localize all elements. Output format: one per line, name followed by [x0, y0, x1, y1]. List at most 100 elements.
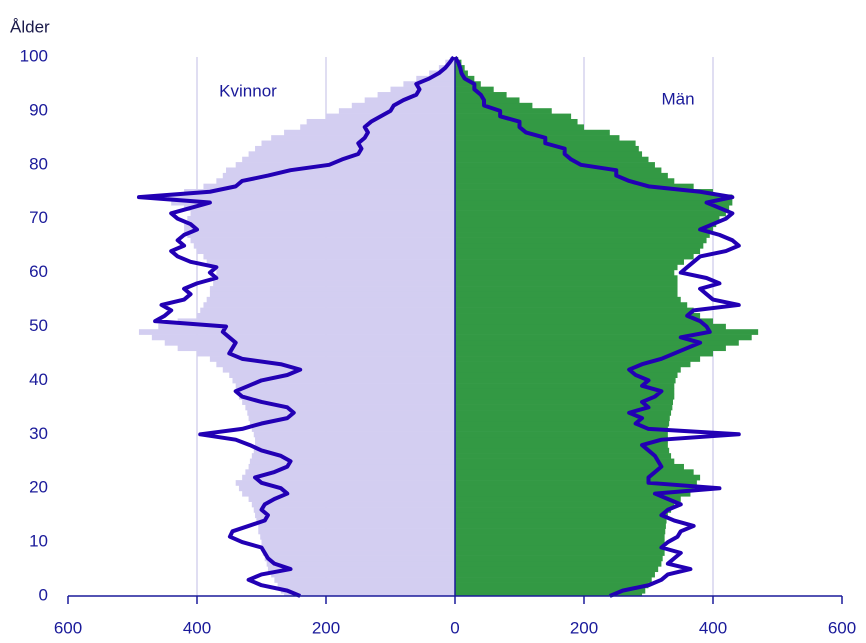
bar — [455, 410, 672, 416]
bar — [455, 329, 759, 335]
y-tick-label: 10 — [29, 532, 48, 551]
bar — [455, 178, 675, 184]
y-axis-label: Ålder — [10, 17, 50, 36]
bar — [455, 232, 710, 238]
bar — [390, 86, 455, 93]
bar — [455, 183, 694, 190]
bar — [455, 463, 684, 470]
bar — [253, 431, 455, 438]
bar — [229, 372, 455, 379]
bar — [455, 415, 670, 422]
bar — [216, 361, 455, 368]
bar — [203, 253, 455, 260]
bar — [235, 162, 455, 168]
bar — [255, 436, 455, 443]
bar — [455, 501, 675, 508]
bar — [206, 296, 455, 303]
bar — [251, 453, 455, 459]
bar — [251, 501, 455, 508]
bar — [197, 350, 455, 357]
bar — [248, 496, 455, 502]
bar — [206, 259, 455, 265]
bar — [351, 102, 455, 109]
bar — [455, 81, 481, 87]
bar — [455, 350, 713, 357]
y-tick-label: 70 — [29, 208, 48, 227]
bar — [455, 269, 675, 276]
x-tick-label: 400 — [183, 618, 211, 637]
bar — [455, 534, 665, 540]
bar — [455, 593, 643, 597]
bar — [249, 458, 455, 465]
y-tick-label: 100 — [20, 46, 48, 65]
bar — [209, 286, 455, 292]
bar — [258, 528, 455, 535]
bar — [455, 264, 678, 271]
bar — [455, 296, 681, 303]
bar — [260, 534, 455, 540]
bar — [184, 205, 455, 211]
bar — [455, 528, 666, 535]
bar — [255, 442, 455, 449]
bar — [455, 550, 665, 556]
bar — [255, 145, 455, 152]
bar — [455, 339, 739, 346]
bar — [258, 523, 455, 529]
y-tick-label: 60 — [29, 262, 48, 281]
bar — [455, 426, 668, 432]
bar — [235, 480, 455, 486]
bar — [455, 555, 663, 562]
bar — [455, 113, 572, 120]
bar — [455, 135, 620, 141]
bar — [284, 593, 455, 597]
x-tick-label: 0 — [450, 618, 459, 637]
bar — [151, 334, 455, 341]
bar — [280, 587, 455, 594]
bar — [455, 431, 668, 438]
bar — [455, 221, 717, 228]
bar — [455, 291, 678, 298]
bar — [164, 339, 455, 346]
bar — [187, 232, 455, 238]
bar — [455, 189, 713, 195]
bar — [455, 507, 672, 513]
bar — [364, 97, 455, 104]
bar — [242, 474, 455, 481]
bar — [455, 167, 662, 174]
bar — [242, 156, 455, 163]
bar — [455, 496, 681, 502]
line — [453, 55, 741, 598]
bar — [226, 167, 455, 174]
bar — [190, 210, 456, 217]
bar — [184, 226, 455, 233]
bar — [455, 172, 668, 179]
bar — [455, 447, 670, 454]
bar — [264, 555, 455, 562]
bar — [455, 162, 655, 168]
bar — [271, 571, 455, 578]
bar — [203, 302, 455, 308]
y-tick-label: 0 — [39, 585, 48, 604]
y-tick-label: 30 — [29, 424, 48, 443]
x-tick-label: 400 — [699, 618, 727, 637]
bar — [209, 291, 455, 298]
line — [136, 55, 456, 598]
bar — [455, 151, 643, 158]
y-tick-label: 40 — [29, 370, 48, 389]
bar — [184, 221, 455, 228]
bar — [190, 237, 456, 244]
bar — [171, 199, 455, 206]
y-tick-label: 90 — [29, 100, 48, 119]
bar — [222, 172, 455, 179]
bar — [455, 393, 675, 400]
bar — [455, 458, 675, 465]
y-tick-label: 20 — [29, 478, 48, 497]
bar — [253, 447, 455, 454]
bar — [455, 474, 701, 481]
bar — [455, 399, 674, 405]
bar — [455, 571, 655, 578]
bar — [455, 517, 667, 524]
bar — [197, 248, 455, 255]
